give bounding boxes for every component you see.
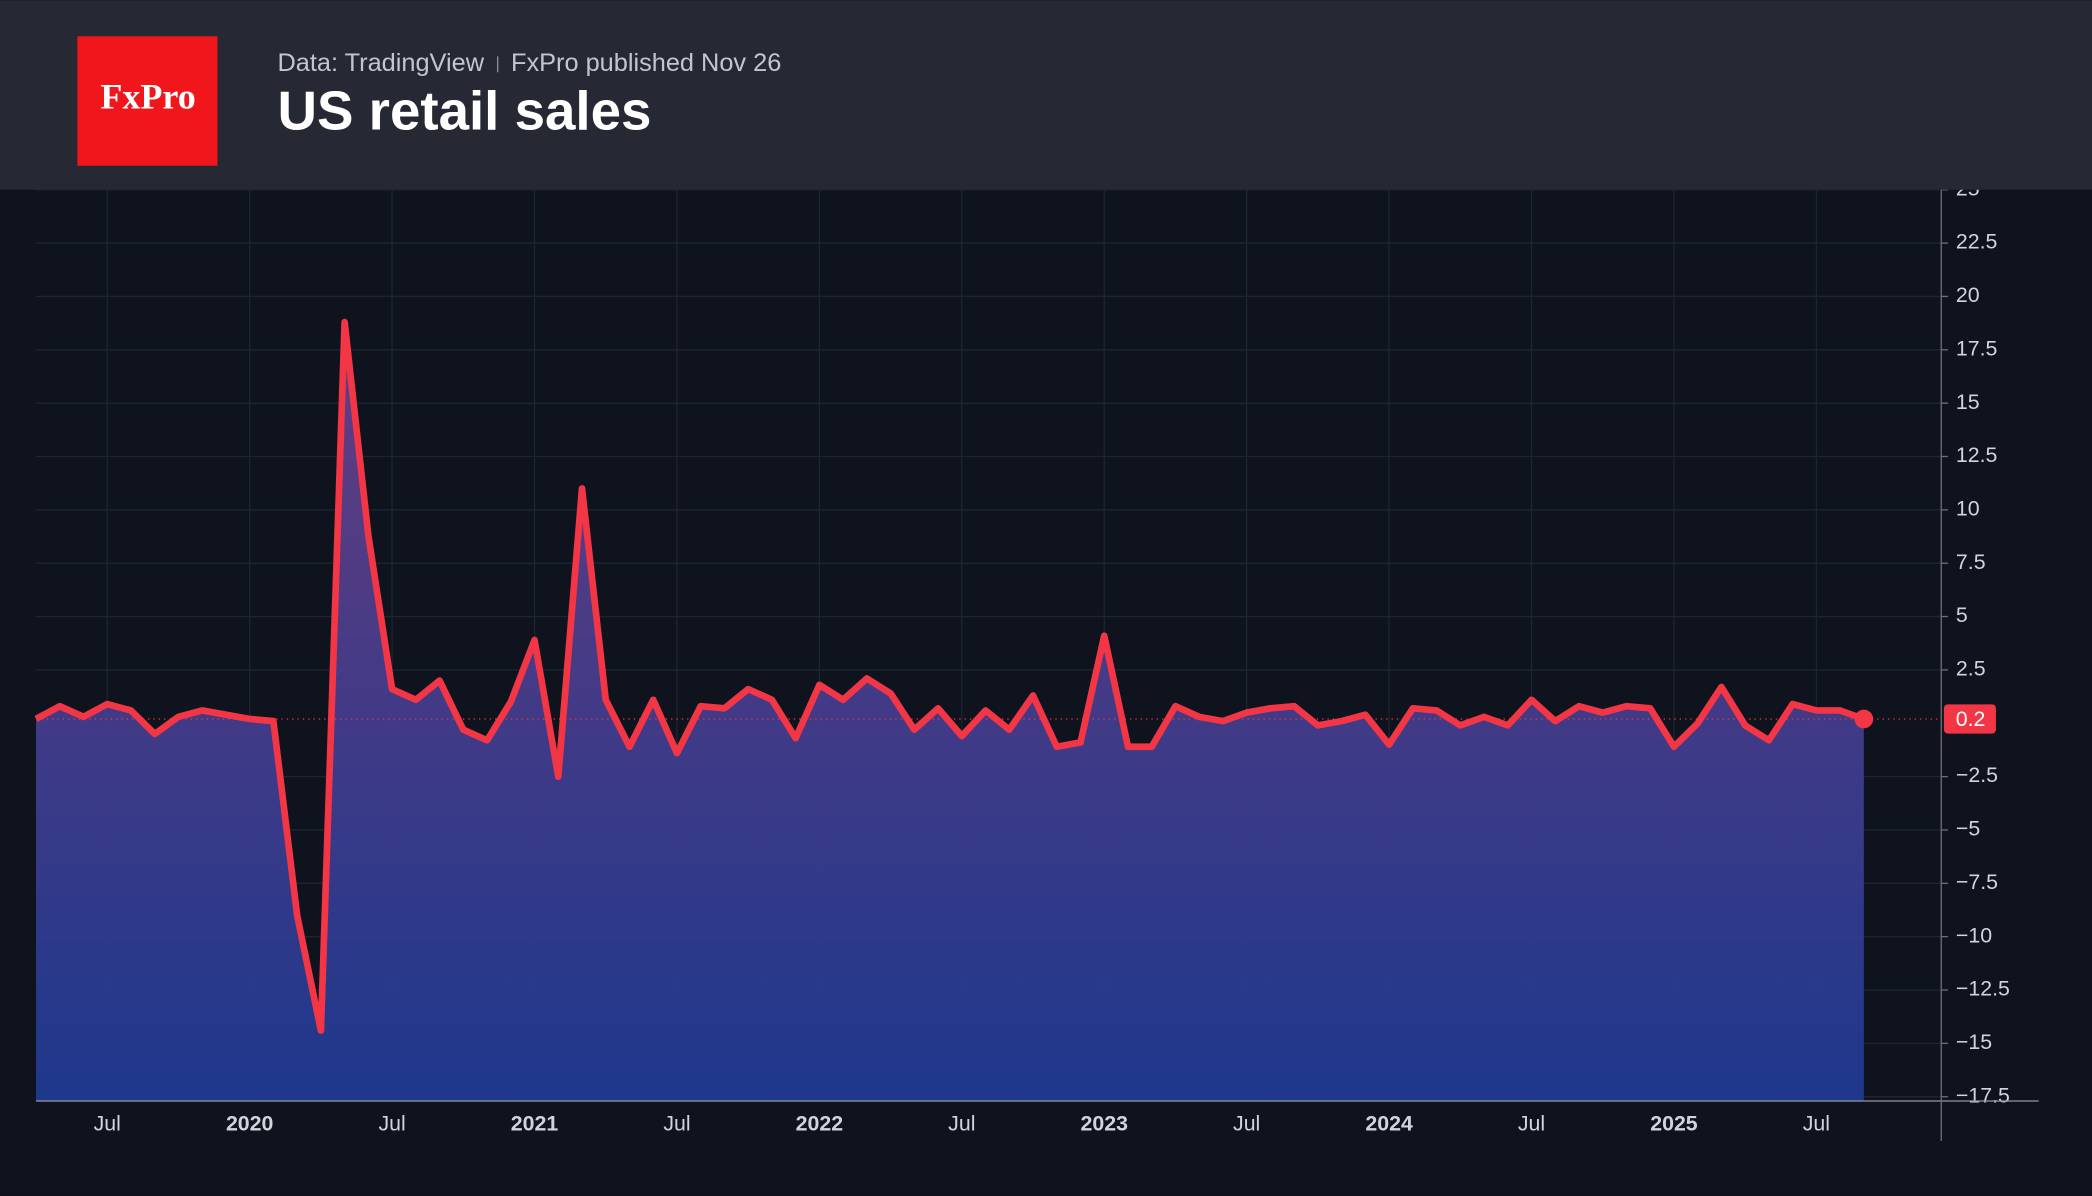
area (36, 322, 1864, 1101)
y-tick-label: 17.5 (1956, 336, 1998, 360)
x-tick-label: Jul (94, 1112, 121, 1136)
last-value-label: 0.2 (1956, 707, 1986, 731)
line (34, 318, 1865, 1034)
x-tick-label: 2020 (226, 1112, 273, 1136)
y-tick-label: −12.5 (1956, 977, 2010, 1001)
last-value-badge (1943, 704, 1996, 734)
logo-text: FxPro (100, 77, 195, 117)
y-tick-label: 2.5 (1956, 657, 1986, 681)
x-tick-label: 2022 (796, 1112, 843, 1136)
y-tick-label: −15 (1956, 1030, 1992, 1054)
x-tick-label: 2023 (1081, 1112, 1129, 1136)
chart-title: US retail sales (278, 79, 652, 141)
y-tick-label: 22.5 (1956, 230, 1998, 254)
x-tick-label: Jul (1803, 1112, 1830, 1136)
plot (34, 318, 1942, 1101)
header (0, 0, 2092, 190)
y-tick-label: 7.5 (1956, 550, 1986, 574)
axes: −17.5 −15 −12.5 −10 −7.5 −5 −2.5 2.5 5 7.5 10 12.5 1… (36, 176, 2039, 1142)
x-tick-label: Jul (1518, 1112, 1545, 1136)
x-tick-label: Jul (378, 1112, 405, 1136)
y-tick-label: 15 (1956, 390, 1980, 414)
y-tick-label: 5 (1956, 603, 1968, 627)
y-tick-label: −10 (1956, 923, 1992, 947)
source: Data: TradingView (278, 49, 485, 77)
y-tick-label: −2.5 (1956, 763, 1998, 787)
x-tick-label: 2024 (1365, 1112, 1413, 1136)
x-tick-label: Jul (948, 1112, 975, 1136)
y-tick-label: 20 (1956, 283, 1980, 307)
y-tick-label: 12.5 (1956, 443, 1998, 467)
last-point (1854, 709, 1874, 729)
logo (77, 36, 218, 166)
y-tick-label: −17.5 (1956, 1083, 2010, 1107)
subtitle: FxPro published Nov 26 (511, 49, 781, 77)
x-tick-label: Jul (1233, 1112, 1260, 1136)
x-tick-label: 2025 (1650, 1112, 1698, 1136)
y-tick-label: −5 (1956, 817, 1980, 841)
y-tick-label: −7.5 (1956, 870, 1998, 894)
x-tick-label: Jul (663, 1112, 690, 1136)
y-tick-label: 10 (1956, 496, 1980, 520)
x-tick-label: 2021 (511, 1112, 559, 1136)
